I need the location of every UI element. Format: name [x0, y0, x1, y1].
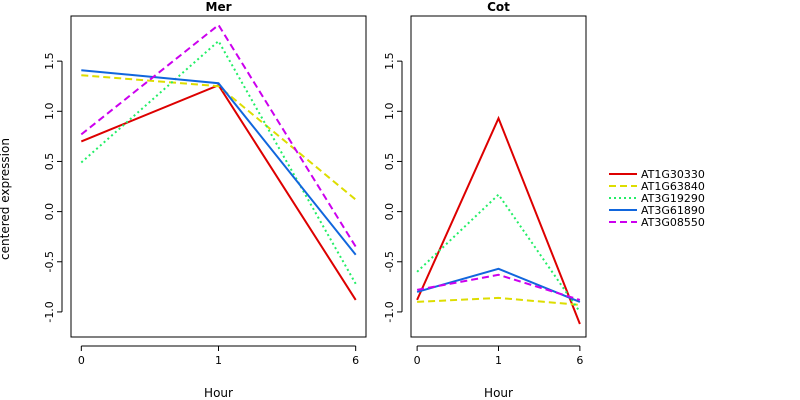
legend-label: AT3G19290 [641, 192, 705, 205]
x-axis-label: Hour [484, 386, 513, 400]
x-tick-label: 0 [414, 354, 421, 367]
series-line-AT1G63840 [417, 296, 580, 306]
series-line-AT3G19290 [416, 193, 581, 313]
series-line-AT3G19290 [80, 39, 357, 285]
legend-item: AT3G08550 [609, 216, 705, 229]
y-tick-label: 0.5 [43, 153, 56, 171]
legend-item: AT3G19290 [609, 192, 705, 205]
y-tick-label: 0.5 [383, 153, 396, 171]
y-tick-label: 1.0 [43, 103, 56, 121]
series-line-AT3G61890 [81, 69, 357, 256]
x-tick-label: 1 [215, 354, 222, 367]
legend: AT1G30330AT1G63840AT3G19290AT3G61890AT3G… [609, 168, 705, 229]
legend-label: AT1G63840 [641, 180, 705, 193]
x-tick-label: 0 [78, 354, 85, 367]
plot-frame [410, 15, 587, 338]
y-tick-label: 1.0 [383, 103, 396, 121]
legend-label: AT3G61890 [641, 204, 705, 217]
y-tick-label: 0.0 [383, 203, 396, 221]
series-line-AT1G63840 [81, 74, 357, 201]
y-tick-label: -1.0 [383, 301, 396, 322]
series-line-AT1G30330 [416, 115, 581, 325]
legend-item: AT1G63840 [609, 180, 705, 193]
panel-title: Mer [206, 0, 232, 14]
panel-1: Cot -1.0 -0.5 0.0 0.5 1.0 1.5 0 1 6 Hour [383, 0, 587, 400]
series-line-AT3G08550 [80, 23, 357, 248]
legend-item: AT3G61890 [609, 204, 705, 217]
legend-label: AT3G08550 [641, 216, 705, 229]
panel-title: Cot [487, 0, 510, 14]
legend-label: AT1G30330 [641, 168, 705, 181]
y-tick-label: 1.5 [43, 52, 56, 70]
y-tick-label: -0.5 [383, 251, 396, 272]
panel-0: Mer -1.0 -0.5 0.0 0.5 1.0 1.5 0 1 6 Hour [43, 0, 367, 400]
series-line-AT1G30330 [80, 83, 357, 301]
plot-frame [70, 15, 367, 338]
y-tick-label: 0.0 [43, 203, 56, 221]
x-tick-label: 6 [576, 354, 583, 367]
x-tick-label: 6 [352, 354, 359, 367]
x-tick-label: 1 [495, 354, 502, 367]
legend-item: AT1G30330 [609, 168, 705, 181]
y-axis-label: centered expression [0, 138, 12, 260]
chart-panels: Mer -1.0 -0.5 0.0 0.5 1.0 1.5 0 1 6 Hour Cot -1.0 -0.… [43, 0, 587, 400]
x-axis-label: Hour [204, 386, 233, 400]
y-tick-label: -1.0 [43, 301, 56, 322]
series-line-AT3G08550 [416, 273, 581, 301]
y-tick-label: 1.5 [383, 52, 396, 70]
y-tick-label: -0.5 [43, 251, 56, 272]
